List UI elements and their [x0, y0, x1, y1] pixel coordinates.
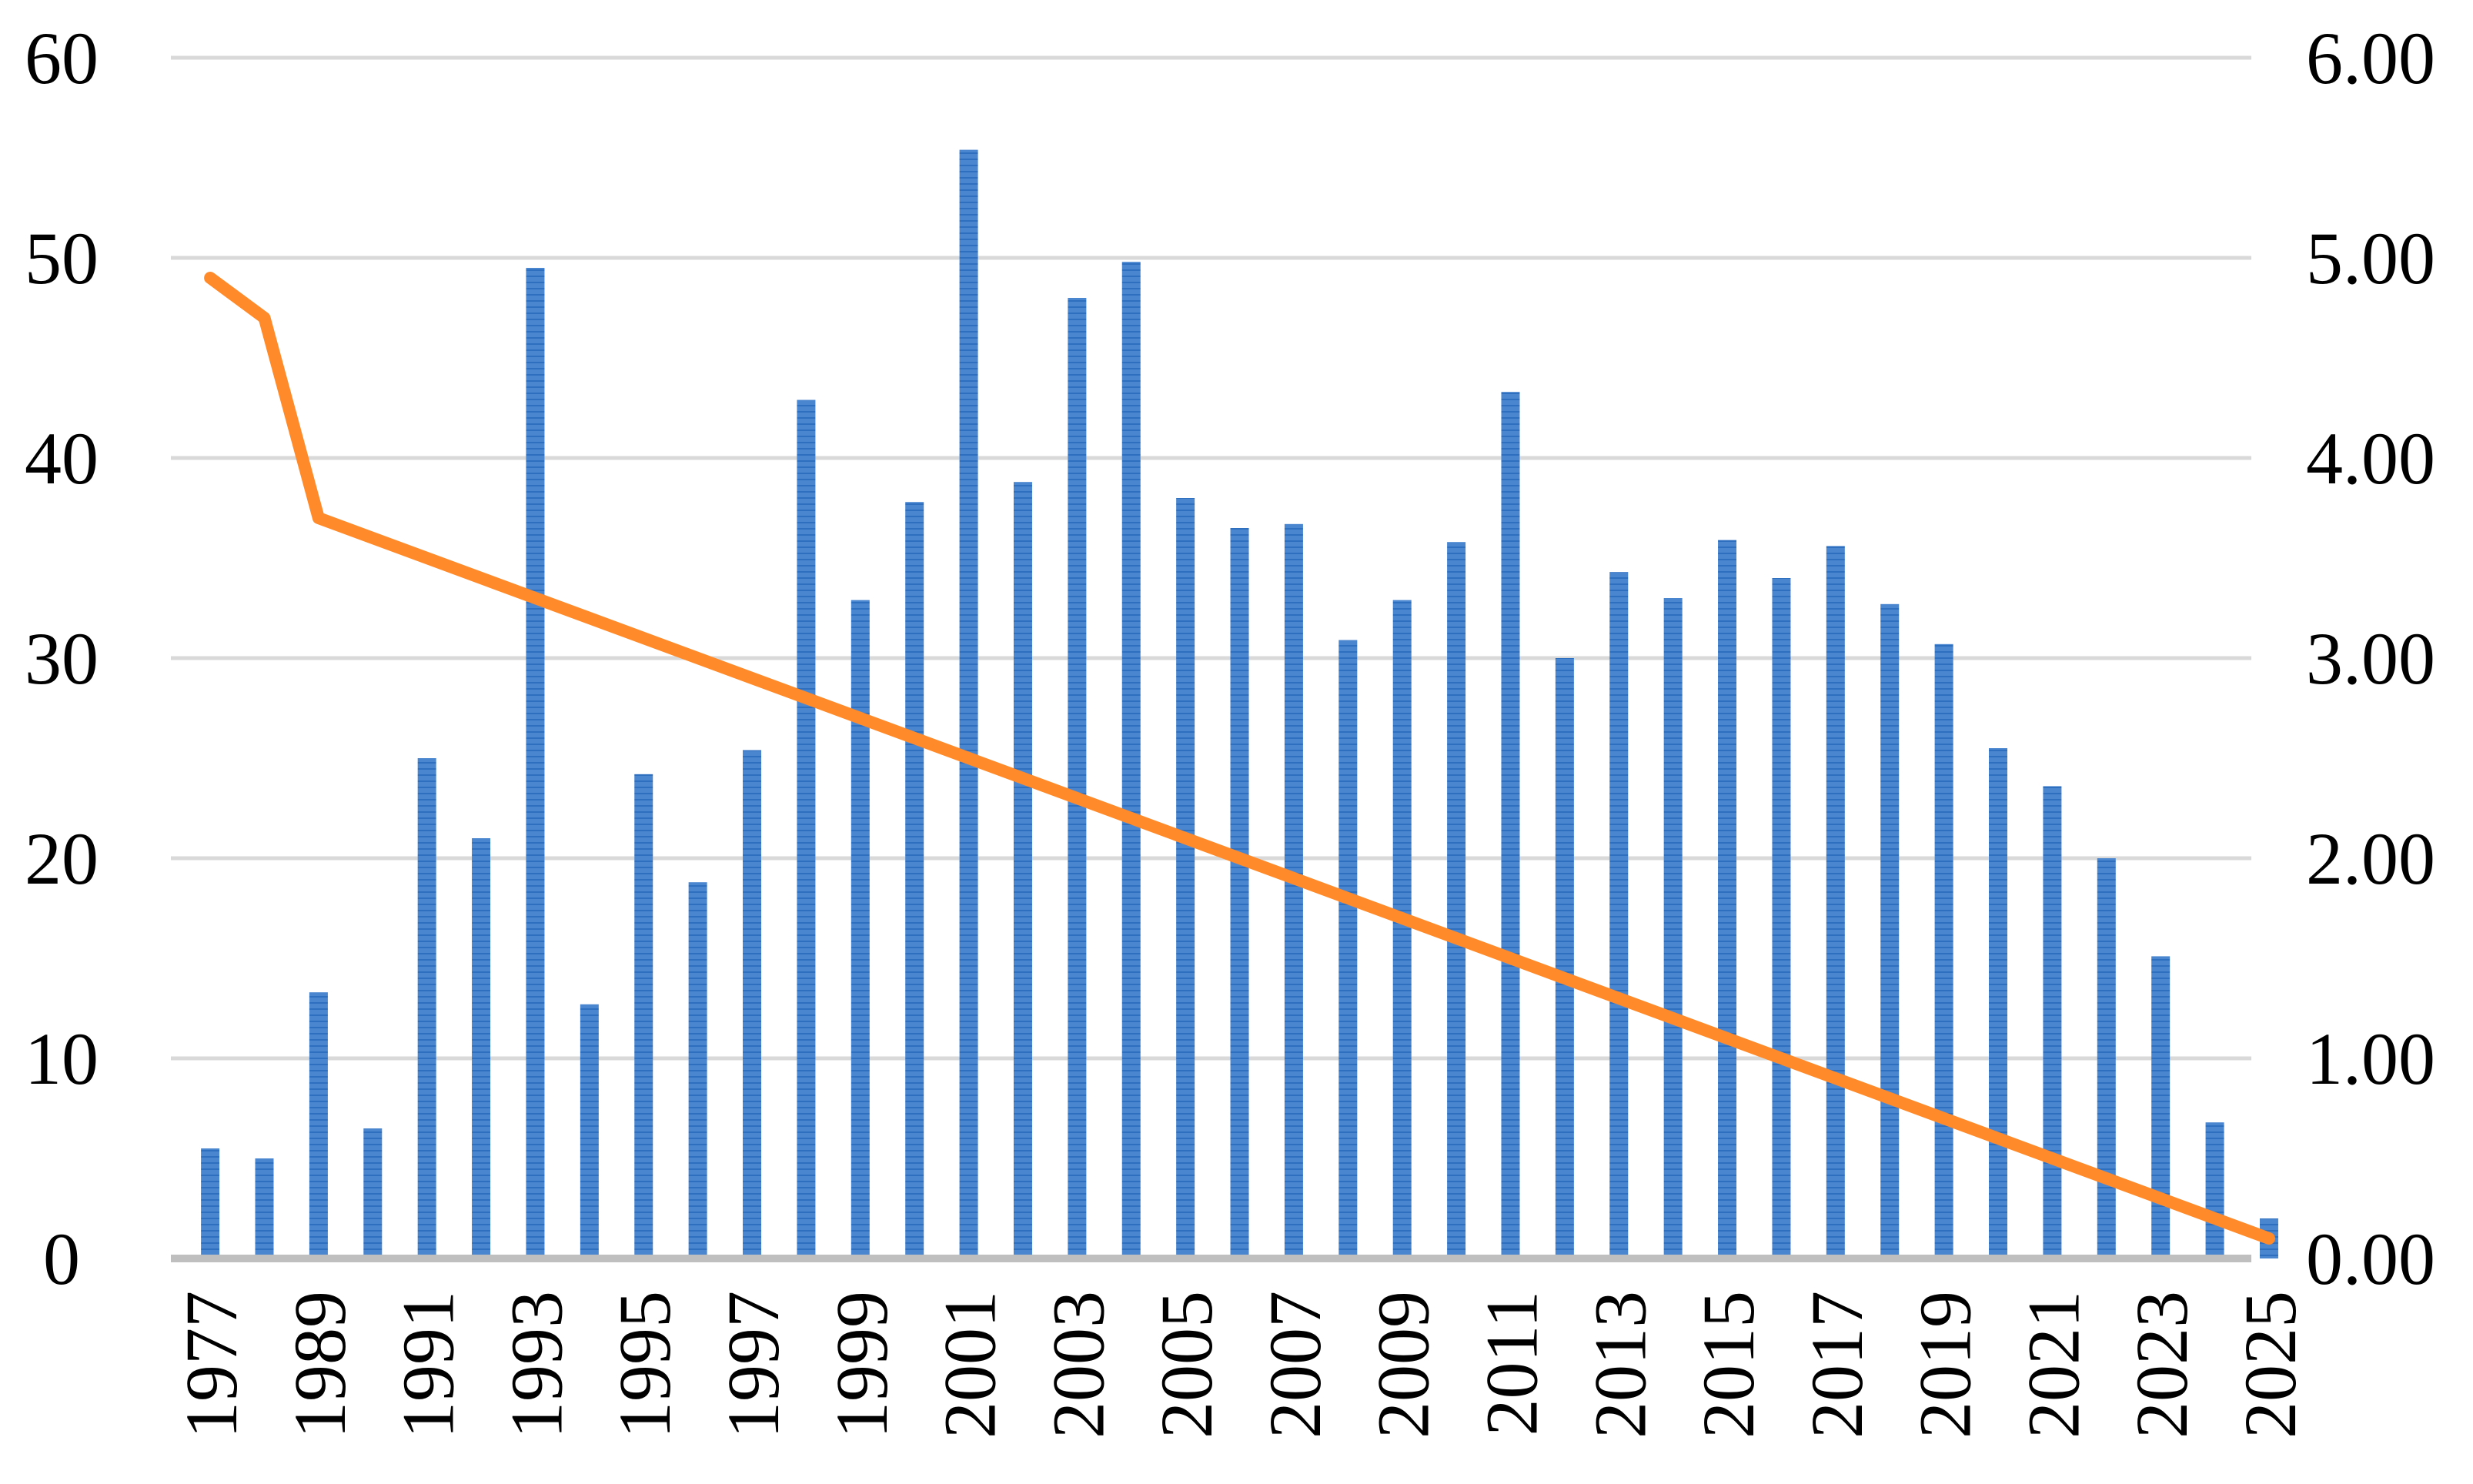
bar: [1934, 643, 1953, 1258]
right-y-tick-label: 2.00: [2306, 817, 2435, 900]
x-tick-label: 1993: [495, 1291, 577, 1439]
bar: [634, 774, 653, 1258]
bar: [2043, 786, 2062, 1258]
bar: [959, 149, 978, 1259]
left-y-tick-label: 30: [25, 617, 99, 700]
x-tick-label: 2011: [1470, 1291, 1552, 1436]
bar: [1501, 392, 1520, 1259]
x-tick-label: 2001: [929, 1291, 1011, 1439]
right-y-tick-label: 6.00: [2306, 17, 2435, 99]
right-y-tick-label: 0.00: [2306, 1218, 2435, 1300]
x-tick-label: 1995: [603, 1291, 686, 1439]
right-y-tick-label: 5.00: [2306, 217, 2435, 299]
right-y-tick-label: 3.00: [2306, 617, 2435, 700]
bar: [1609, 572, 1629, 1258]
bar: [1068, 298, 1087, 1258]
bar: [255, 1158, 274, 1258]
bar: [1013, 482, 1032, 1258]
line-layer: [204, 272, 2275, 1245]
bar: [526, 268, 545, 1258]
bar: [1772, 578, 1791, 1258]
bar: [743, 750, 762, 1258]
bar: [1826, 546, 1845, 1258]
bar: [2097, 858, 2116, 1258]
x-tick-label: 1999: [820, 1291, 903, 1439]
x-tick-label: 1997: [712, 1291, 794, 1439]
bar: [2151, 956, 2171, 1258]
left-y-tick-label: 50: [25, 217, 99, 299]
bar: [1880, 603, 1900, 1258]
bar: [472, 838, 491, 1258]
left-y-axis: 0 10 20 30 40 50 60: [25, 17, 99, 1300]
bar: [851, 600, 870, 1258]
x-axis: 1977 1989 1991 1993 1995 1997 1999 2001 2003 2005…: [170, 1291, 2311, 1439]
bar: [309, 992, 328, 1258]
x-tick-label: 1989: [279, 1291, 361, 1439]
left-y-tick-label: 10: [25, 1018, 99, 1100]
x-tick-label: 2017: [1796, 1291, 1878, 1439]
x-tick-label: 1977: [170, 1291, 252, 1439]
bar: [1284, 523, 1303, 1258]
bars-layer: [201, 149, 2278, 1259]
bar: [363, 1128, 383, 1258]
bar: [1663, 598, 1683, 1258]
left-y-tick-label: 0: [43, 1218, 80, 1300]
x-tick-label: 2013: [1579, 1291, 1661, 1439]
bar: [580, 1004, 599, 1258]
bar: [417, 758, 436, 1258]
left-y-tick-label: 20: [25, 817, 99, 900]
line-series: [204, 272, 2275, 1245]
bar: [1230, 528, 1249, 1258]
bar: [1989, 748, 2008, 1258]
bar: [2205, 1122, 2224, 1258]
x-tick-label: 2025: [2229, 1291, 2311, 1439]
x-tick-label: 2019: [1904, 1291, 1987, 1439]
bar: [201, 1148, 220, 1258]
bar: [1392, 600, 1412, 1258]
bar: [1555, 658, 1574, 1258]
x-tick-label: 2023: [2120, 1291, 2203, 1439]
bar: [1718, 540, 1737, 1258]
right-y-axis: 0.00 1.00 2.00 3.00 4.00 5.00 6.00: [2306, 17, 2435, 1300]
bar: [1176, 498, 1195, 1258]
bar: [1121, 262, 1141, 1259]
grid-layer: [171, 55, 2251, 1061]
bar: [1447, 542, 1466, 1258]
x-tick-label: 1991: [387, 1291, 470, 1439]
left-y-tick-label: 40: [25, 417, 99, 500]
bar: [797, 399, 816, 1258]
right-y-tick-label: 1.00: [2306, 1018, 2435, 1100]
x-tick-label: 2003: [1037, 1291, 1119, 1439]
bar: [905, 502, 924, 1258]
x-tick-label: 2009: [1362, 1291, 1445, 1439]
left-y-tick-label: 60: [25, 17, 99, 99]
right-y-tick-label: 4.00: [2306, 417, 2435, 500]
x-tick-label: 2021: [2012, 1291, 2094, 1439]
bar: [688, 882, 707, 1258]
bar: [1338, 640, 1358, 1258]
x-tick-label: 2005: [1145, 1291, 1228, 1439]
x-tick-label: 2007: [1254, 1291, 1336, 1439]
x-tick-label: 2015: [1687, 1291, 1770, 1439]
